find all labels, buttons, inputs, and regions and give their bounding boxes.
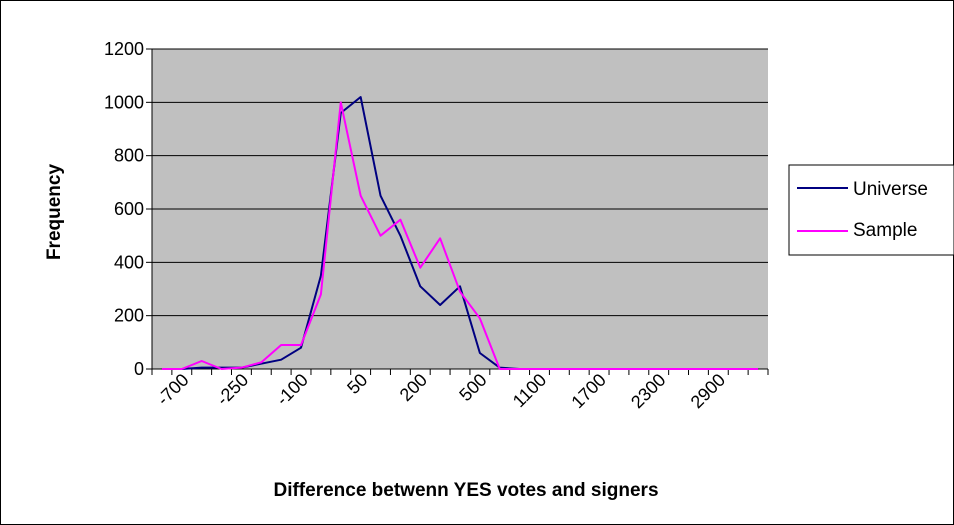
series-lines bbox=[161, 96, 759, 370]
legend: Universe Sample bbox=[788, 164, 954, 256]
legend-label-universe: Universe bbox=[853, 179, 928, 200]
y-axis-ticks: 0 200 400 600 800 1000 1200 bbox=[104, 39, 152, 379]
series-line-sample bbox=[161, 101, 759, 370]
plot-area bbox=[151, 48, 768, 370]
y-tick-label: 800 bbox=[114, 146, 144, 166]
y-tick-label: 0 bbox=[134, 359, 144, 379]
legend-label-sample: Sample bbox=[853, 220, 917, 241]
y-tick-label: 600 bbox=[114, 199, 144, 219]
legend-box bbox=[788, 164, 954, 256]
y-tick-label: 1200 bbox=[104, 39, 144, 59]
y-tick-label: 1000 bbox=[104, 92, 144, 112]
x-axis-title: Difference betwenn YES votes and signers bbox=[273, 480, 658, 501]
y-tick-label: 400 bbox=[114, 252, 144, 272]
y-tick-label: 200 bbox=[114, 306, 144, 326]
y-axis-title: Frequency bbox=[44, 164, 65, 261]
